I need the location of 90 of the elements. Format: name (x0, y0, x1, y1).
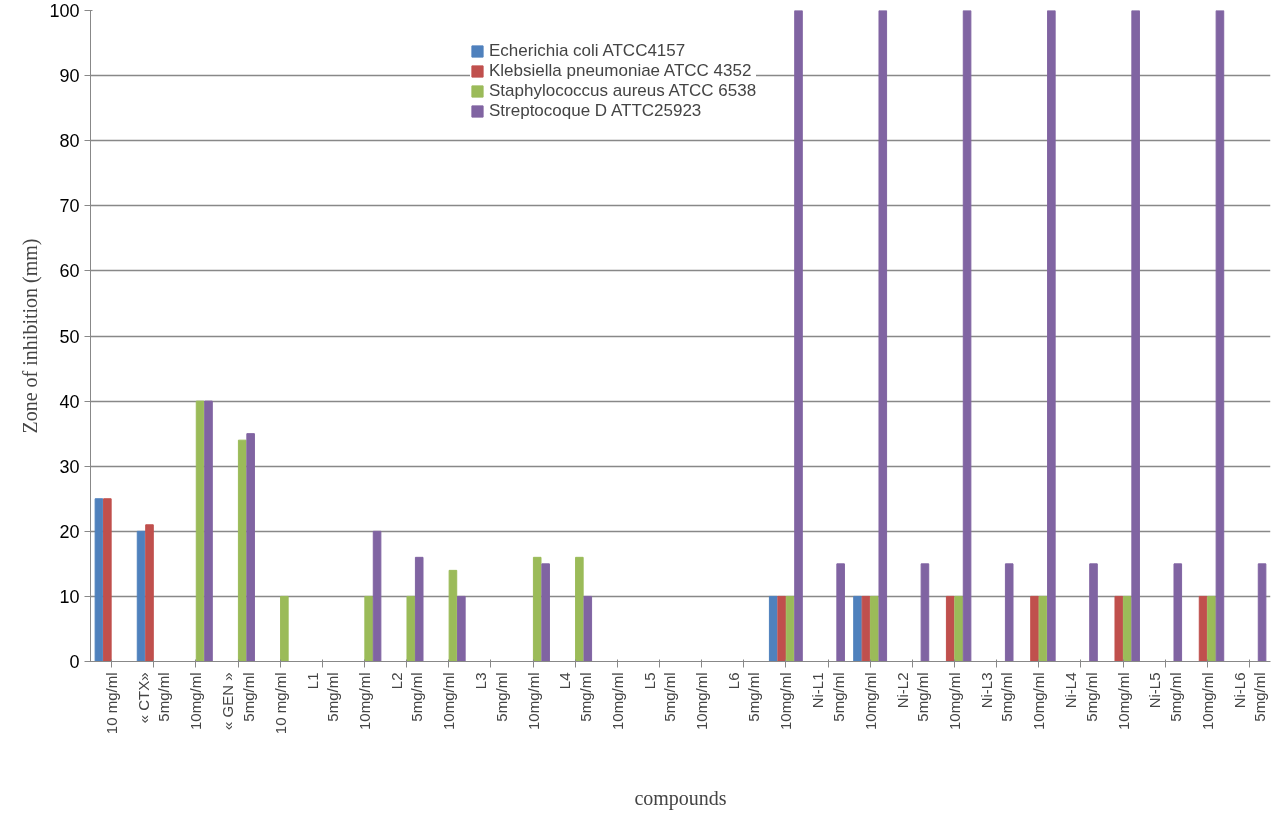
x-tick-label: 10mg/ml (777, 672, 795, 731)
y-tick-label: 50 (59, 326, 80, 347)
bar (1173, 563, 1183, 662)
x-tick-label: 10mg/ml (693, 672, 711, 731)
y-tick-label: 20 (59, 521, 80, 542)
bar (794, 10, 803, 662)
bar (1215, 10, 1225, 662)
x-tick-label: Ni-L2 5mg/ml (893, 672, 931, 722)
x-tick-label: L3 5mg/ml (472, 672, 510, 722)
x-tick-label: Ni-L4 5mg/ml (1062, 672, 1100, 722)
bar (195, 400, 205, 662)
bar (962, 10, 972, 662)
y-tick-label: 100 (49, 1, 80, 21)
bar (1122, 595, 1132, 662)
bar (583, 595, 593, 662)
bar (870, 595, 879, 662)
bar (364, 595, 373, 662)
y-tick-label: 80 (59, 131, 80, 152)
bar (103, 498, 112, 662)
y-tick-label: 10 (59, 586, 80, 607)
bar (861, 595, 871, 662)
x-tick-label: 10mg/ml (355, 672, 373, 731)
bar (853, 595, 862, 662)
bar (448, 569, 458, 662)
bar (94, 498, 104, 662)
bar (954, 595, 963, 662)
bar (1198, 595, 1208, 662)
x-tick-label: Ni-L3 5mg/ml (977, 672, 1016, 722)
y-tick-label: 0 (69, 652, 80, 672)
bar (532, 556, 542, 662)
x-tick-label: 10mg/ml (1030, 672, 1048, 731)
bar (1038, 595, 1048, 662)
x-tick-label: Ni-L1 5mg/ml (809, 672, 847, 722)
x-tick-label: « GEN » 5mg/ml (219, 672, 257, 731)
bar (372, 530, 382, 662)
bar (414, 556, 424, 662)
bar (280, 595, 289, 662)
bar (237, 439, 247, 662)
bar (1047, 10, 1056, 662)
y-tick-label: 90 (59, 66, 80, 87)
bar (145, 524, 154, 662)
y-tick-label: 60 (59, 261, 80, 282)
bar (777, 595, 786, 662)
bar (246, 433, 255, 662)
x-tick-label: « CTX» 5mg/ml (135, 672, 173, 724)
x-tick-label: 10mg/ml (524, 672, 542, 731)
x-tick-label: L6 5mg/ml (725, 672, 763, 722)
x-tick-label: 10 mg/ml (103, 672, 121, 735)
bar (945, 595, 955, 662)
y-axis-title: Zone of inhibition (mm) (19, 238, 43, 434)
x-tick-label: Ni-L5 5mg/ml (1146, 672, 1184, 722)
x-tick-label: L4 5mg/ml (556, 672, 594, 722)
x-tick-label: 10mg/ml (1114, 672, 1132, 731)
bar (1257, 563, 1267, 662)
bar (204, 400, 213, 662)
bar (768, 595, 778, 662)
x-tick-label: 10mg/ml (440, 672, 458, 731)
bar (406, 595, 416, 662)
bar (136, 530, 146, 662)
bar (836, 563, 845, 662)
bar (575, 556, 584, 662)
legend-label: Streptocoque D ATTC25923 (489, 101, 702, 121)
bar (1207, 595, 1216, 662)
x-tick-label: L5 5mg/ml (640, 672, 679, 722)
bar (1030, 595, 1039, 662)
x-tick-label: Ni-L6 5mg/ml (1230, 672, 1269, 722)
x-axis-title: compounds (634, 787, 727, 811)
bar (457, 595, 466, 662)
x-tick-label: 10mg/ml (945, 672, 963, 731)
x-tick-label: 10mg/ml (608, 672, 626, 731)
x-tick-label: 10mg/ml (1198, 672, 1216, 731)
bar (1114, 595, 1124, 662)
x-tick-label: L1 5mg/ml (303, 672, 341, 722)
bar (785, 595, 795, 662)
x-tick-label: 10 mg/ml (271, 672, 289, 735)
x-tick-label: 10mg/ml (861, 672, 879, 731)
legend-label: Klebsiella pneumoniae ATCC 4352 (489, 61, 752, 81)
y-tick-label: 70 (59, 196, 80, 217)
bar (920, 563, 930, 662)
bar (1131, 10, 1140, 662)
y-tick-label: 30 (59, 456, 80, 477)
y-tick-label: 40 (59, 391, 80, 412)
legend-label: Echerichia coli ATCC4157 (489, 41, 686, 61)
bar (541, 563, 550, 662)
bar (1004, 563, 1014, 662)
bar (878, 10, 888, 662)
x-tick-label: L2 5mg/ml (387, 672, 426, 722)
x-tick-label: 10mg/ml (187, 672, 205, 731)
legend-label: Staphylococcus aureus ATCC 6538 (489, 81, 757, 101)
bar (1089, 563, 1098, 662)
